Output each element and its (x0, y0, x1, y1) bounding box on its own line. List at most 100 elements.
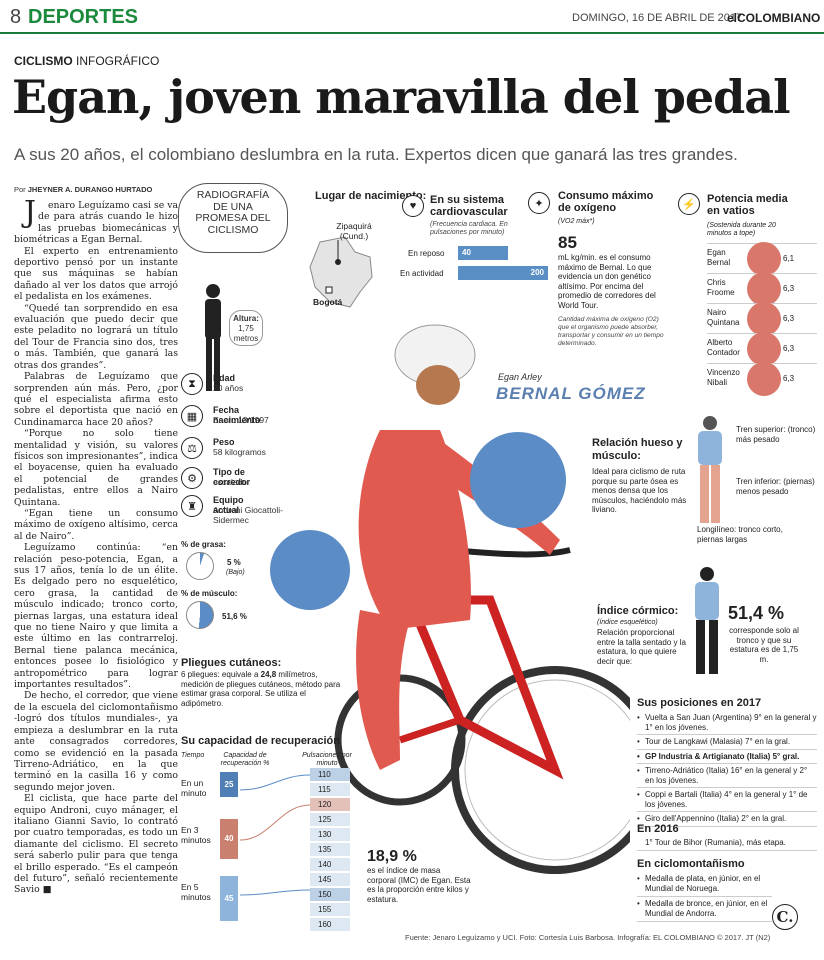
recovery-title: Su capacidad de recuperación (181, 735, 340, 747)
muscle-label: % de músculo: (181, 589, 238, 598)
page-number: 8 (10, 6, 22, 28)
byline-prefix: Por (14, 185, 28, 194)
list-item: Coppi e Bartali (Italia) 4° en la genera… (637, 788, 817, 812)
bmi-desc: es el índice de masa corporal (IMC) de E… (367, 866, 471, 904)
fat-note: (Bajo) (226, 569, 245, 576)
profile-label: Equipo actual (213, 495, 244, 515)
recovery-bar: 25 (220, 772, 238, 797)
fat-label: % de grasa: (181, 540, 226, 549)
recovery-header-capacity: Capacidad de recuperación % (220, 752, 270, 767)
list-item: GP Industria & Artigianato (Italia) 5° g… (637, 750, 817, 764)
cormic-desc: Relación proporcional entre la talla sen… (597, 628, 686, 666)
bike-fork (398, 716, 462, 744)
power-row: Chris Froome 6,3 (707, 272, 817, 306)
article-paragraph: Jenaro Leguízamo casi se va de para atrá… (14, 200, 178, 246)
mtb-list: Medalla de plata, en júnior, en el Mundi… (637, 872, 772, 922)
pulse-value: 155 (310, 903, 350, 917)
recovery-header-pulse: Pulsaciones por minuto (302, 752, 352, 767)
profile-value: 58 kilogramos (213, 447, 266, 457)
bone-muscle-illustration (470, 432, 566, 528)
height-unit: metros (233, 334, 259, 343)
skinfold-pre: 6 pliegues: equivale a (181, 670, 261, 679)
oxygen-title: Consumo máximo de oxígeno (558, 190, 654, 214)
article-body: Jenaro Leguízamo casi se va de para atrá… (14, 200, 178, 940)
positions-title: Sus posiciones en 2017 (637, 697, 762, 709)
mtb-title: En ciclomontañismo (637, 858, 745, 870)
bone-muscle-desc: Ideal para ciclismo de ruta porque su pa… (592, 467, 687, 514)
recovery-value: 45 (224, 893, 234, 903)
profile-value: escalador (213, 477, 250, 487)
pulse-value: 140 (310, 858, 350, 872)
recovery-time: En 3 minutos (181, 825, 211, 845)
cormic-subtitle: (índice esquelético) (597, 619, 658, 626)
power-circle (747, 272, 781, 306)
year-2016-title: En 2016 (637, 823, 679, 835)
power-value: 6,3 (783, 314, 795, 323)
pulse-value: 110 (310, 768, 350, 782)
recovery-value: 25 (224, 779, 234, 789)
profile-label: Peso (213, 437, 235, 447)
pulse-value: 130 (310, 828, 350, 842)
kicker-strong: CICLISMO (14, 54, 73, 68)
recovery-time: En un minuto (181, 778, 207, 798)
issue-date: DOMINGO, 16 DE ABRIL DE 2017 (572, 12, 743, 24)
page-header (0, 0, 824, 34)
recovery-connectors (240, 774, 310, 896)
power-row: Nairo Quintana 6,3 (707, 302, 817, 336)
oxygen-unit: (VO2 máx*) (558, 218, 595, 225)
article-paragraph: “Quedé tan sorprendido en esa evaluación… (14, 302, 178, 371)
cundinamarca-map (309, 236, 373, 308)
power-rider: Chris Froome (707, 278, 735, 297)
pulse-value: 145 (310, 873, 350, 887)
cormic-value: 51,4 % (728, 603, 785, 623)
skinfold-illustration (270, 530, 350, 610)
seated-figure (695, 567, 719, 674)
rider-jersey (358, 430, 471, 630)
birthplace-city: Zipaquirá (Cund.) (336, 221, 372, 241)
birthplace-title: Lugar de nacimiento: (315, 190, 427, 202)
lungs-icon: ✦ (528, 192, 550, 214)
rear-wheel (451, 666, 630, 874)
list-item: Giro dell'Appennino (Italia) 2° en la gr… (637, 812, 817, 827)
fat-pie (186, 552, 214, 580)
height-value: 1,75 (238, 324, 254, 333)
recovery-header-time: Tiempo (181, 752, 205, 759)
cardio-activity-bar: 200 (458, 266, 548, 280)
power-note: (Sostenida durante 20 minutos a tope) (707, 222, 776, 237)
rider-leg (356, 610, 410, 770)
pulse-value: 135 (310, 843, 350, 857)
cardio-rest-value: 40 (462, 248, 471, 257)
rider-first-names: Egan Arley (498, 372, 542, 382)
recovery-bar: 40 (220, 819, 238, 859)
profile-value: 20 años (213, 383, 244, 393)
torso-legs-figure (698, 416, 722, 523)
profile-value: Enero 13/1997 (213, 415, 269, 425)
profile-label: Fecha nacimiento (213, 405, 261, 425)
cardio-rest-bar: 40 (458, 246, 508, 260)
skinfold-value: 24,8 (260, 670, 277, 679)
cardio-activity-label: En actividad (400, 269, 444, 278)
year-2016-item: 1° Tour de Bihor (Rumania), más etapa. (637, 838, 817, 851)
cardio-note: (Frecuencia cardiaca. En pulsaciones por… (430, 221, 508, 236)
article-paragraph: El ciclista, que hace parte del equipo A… (14, 793, 178, 896)
weight-icon: ⚖ (181, 437, 203, 459)
list-item: Tour de Langkawi (Malasia) 7° en la gral… (637, 735, 817, 750)
power-value: 6,3 (783, 374, 795, 383)
bmi-value: 18,9 % (367, 848, 417, 865)
pulse-value: 115 (310, 783, 350, 797)
upper-body-note: Tren superior: (tronco) más pesado (736, 425, 816, 444)
list-item: Medalla de bronce, en júnior, en el Mund… (637, 897, 772, 922)
heart-icon: ♥ (402, 195, 424, 217)
power-value: 6,1 (783, 254, 795, 263)
section-name: DEPORTES (28, 6, 139, 28)
skinfold-desc: 6 pliegues: equivale a 24,8 milímetros, … (181, 670, 341, 708)
byline-author: JHEYNER A. DURANGO HURTADO (27, 185, 153, 194)
power-row: Vincenzo Nibali 6,3 (707, 362, 817, 396)
recovery-time: En 5 minutos (181, 882, 211, 902)
power-value: 6,3 (783, 284, 795, 293)
byline: Por JHEYNER A. DURANGO HURTADO (14, 185, 152, 194)
power-row: Egan Bernal 6,1 (707, 242, 817, 276)
oxygen-desc: mL kg/min. es el consumo máximo de Berna… (558, 253, 656, 310)
source-credit: Fuente: Jenaro Leguízamo y UCI. Foto: Co… (405, 933, 771, 942)
oxygen-note: Cantidad máxima de oxígeno (O2) que el o… (558, 316, 664, 347)
